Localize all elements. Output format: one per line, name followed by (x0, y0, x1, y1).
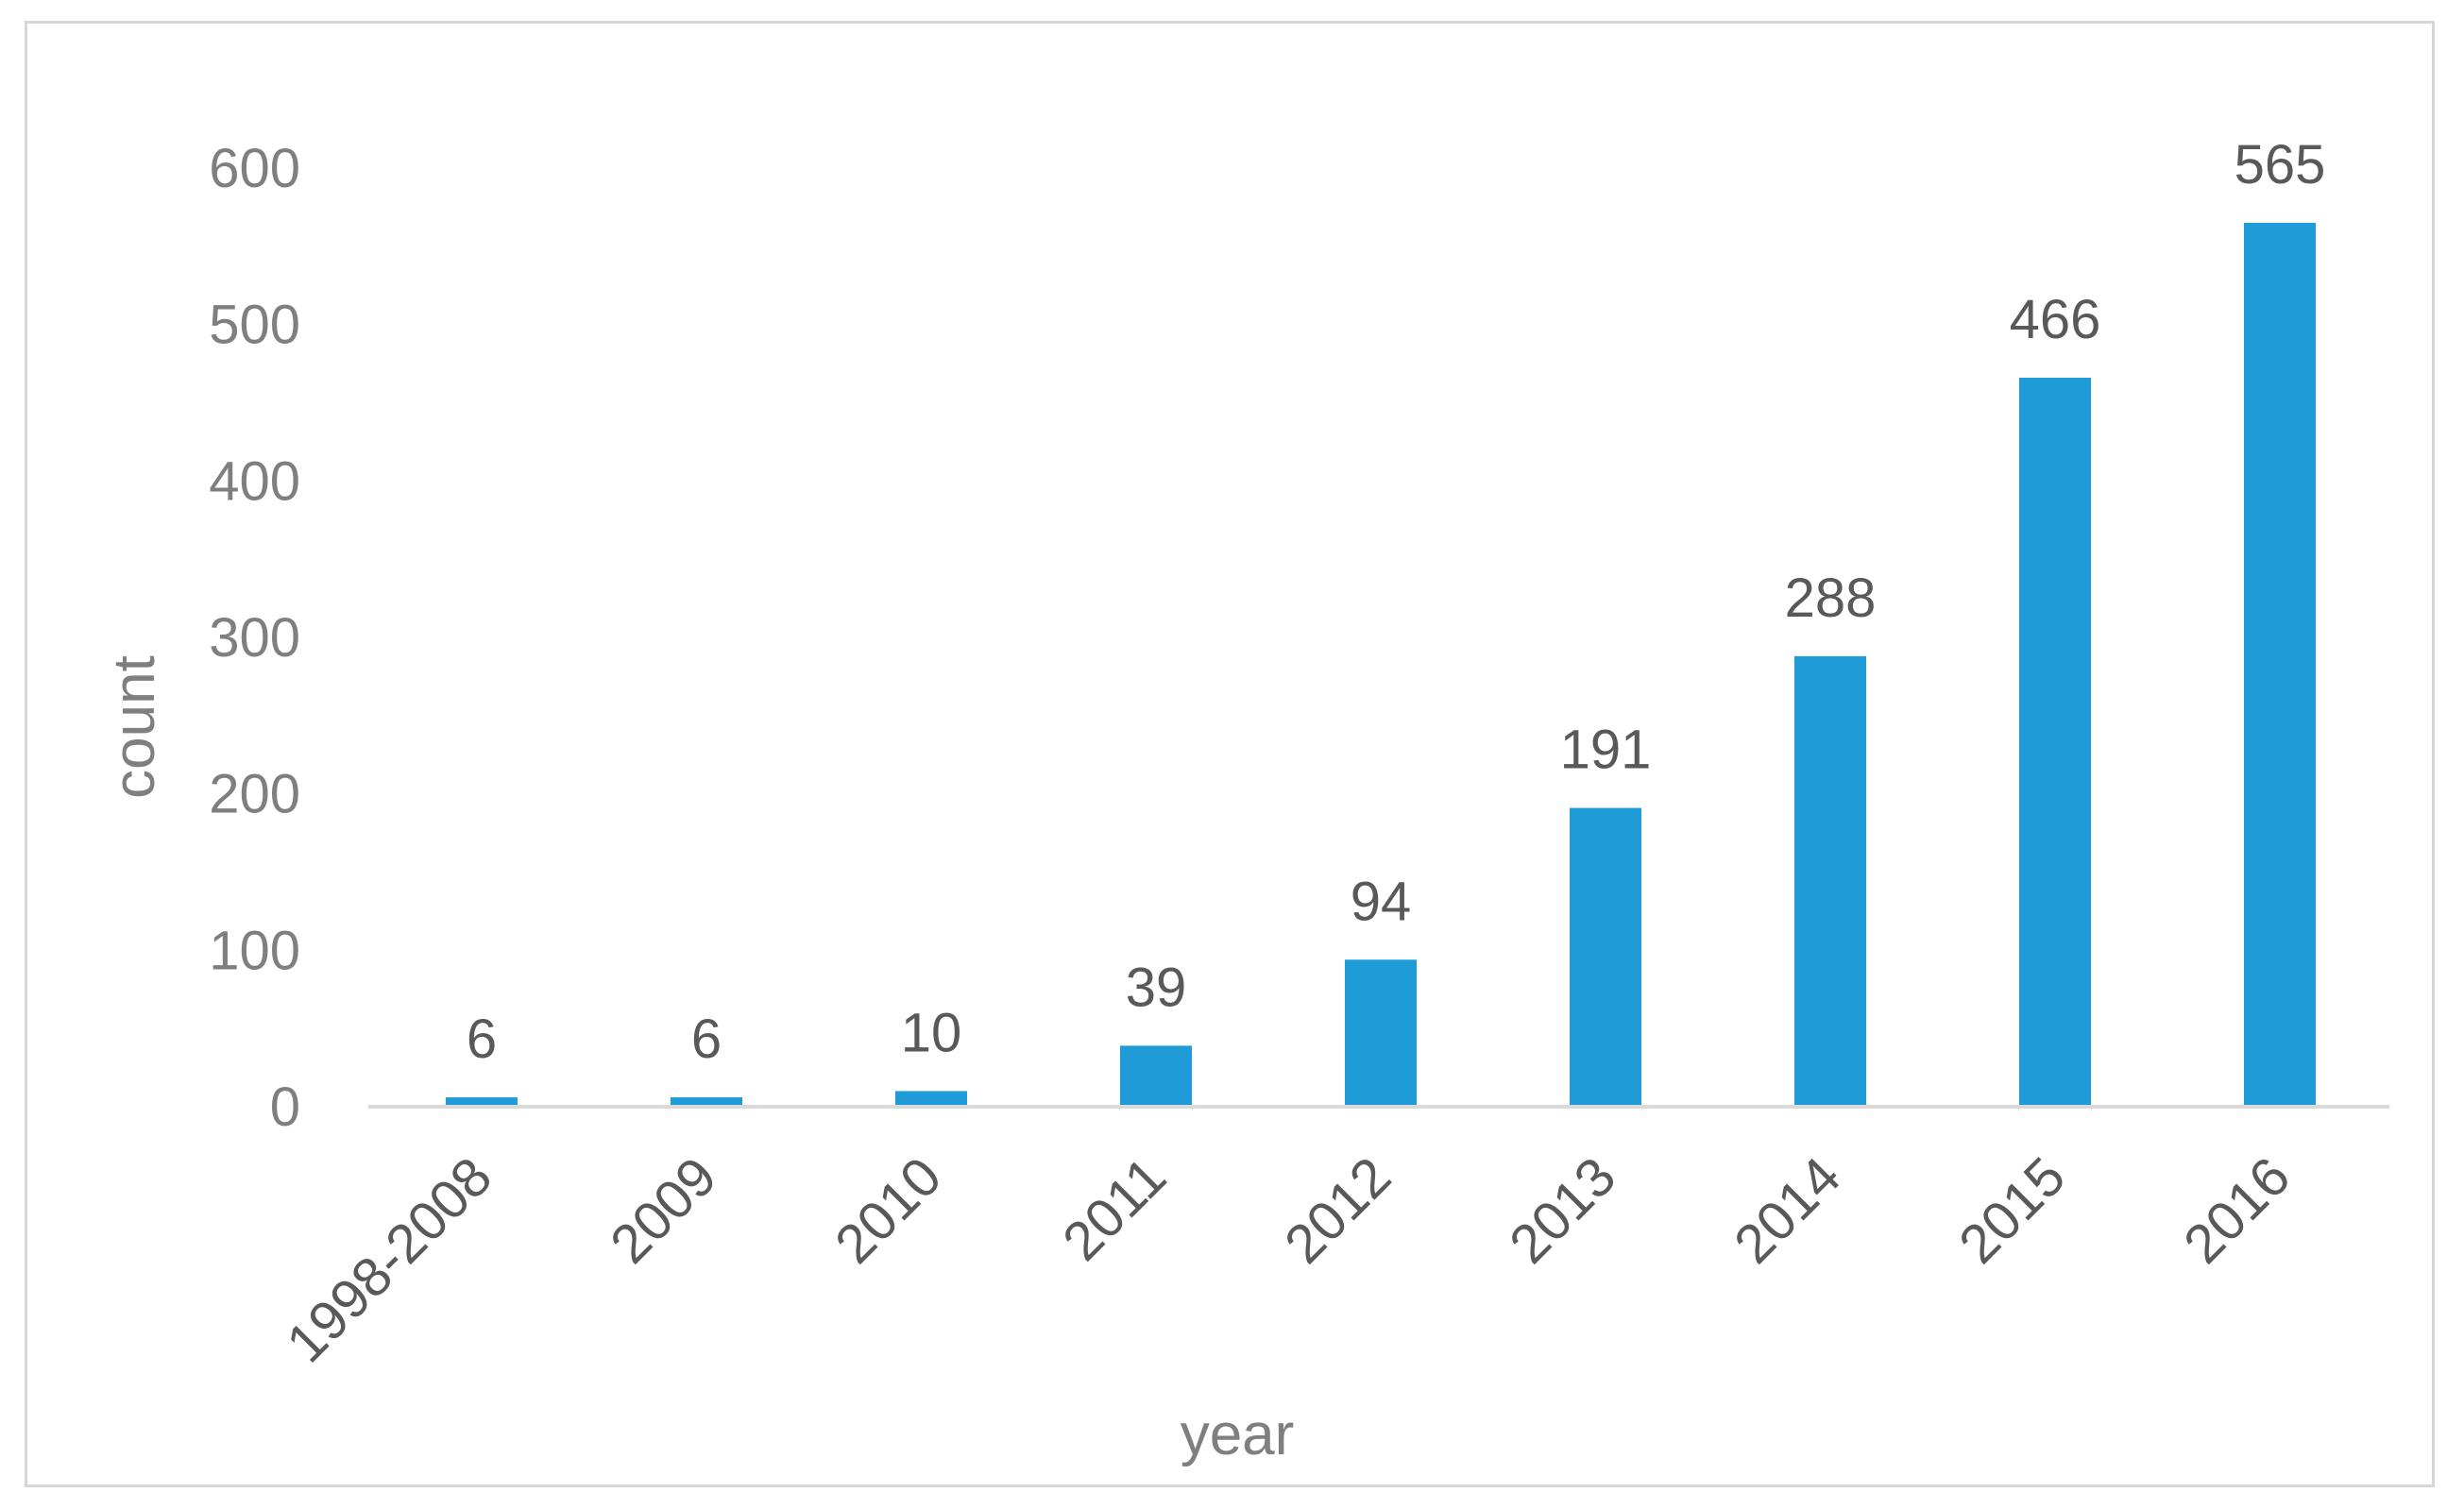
x-tick-label: 2014 (1723, 1145, 1852, 1275)
y-tick-label: 300 (209, 607, 300, 669)
data-label: 565 (2235, 134, 2326, 195)
y-tick-label: 500 (209, 295, 300, 356)
x-axis-ticks: 1998-2008 2009 2010 2011 2012 2013 2014 2015 201… (275, 1145, 2302, 1374)
data-label: 6 (467, 1009, 497, 1070)
x-tick-label: 2011 (1051, 1145, 1178, 1272)
data-labels: 6 6 10 39 94 191 288 466 565 (467, 134, 2326, 1070)
bar (1345, 959, 1417, 1107)
data-label: 288 (1785, 568, 1877, 629)
bar (1120, 1045, 1192, 1107)
x-axis-title: year (1181, 1402, 1295, 1467)
x-tick-label: 2015 (1947, 1145, 2077, 1275)
y-tick-label: 200 (209, 764, 300, 825)
data-label: 94 (1351, 871, 1412, 932)
y-tick-label: 600 (209, 138, 300, 199)
bar (1794, 655, 1866, 1107)
y-axis-title: count (102, 655, 167, 799)
x-tick-label: 2012 (1273, 1145, 1402, 1275)
y-tick-label: 400 (209, 450, 300, 512)
data-label: 466 (2010, 289, 2101, 350)
x-tick-label: 1998-2008 (275, 1145, 503, 1374)
data-label: 6 (691, 1009, 722, 1070)
x-tick-label: 2010 (824, 1145, 953, 1275)
x-tick-label: 2009 (599, 1145, 728, 1275)
bar (895, 1091, 967, 1107)
y-tick-label: 100 (209, 920, 300, 981)
data-label: 39 (1126, 957, 1187, 1018)
bar (1570, 807, 1641, 1107)
x-tick-label: 2013 (1498, 1145, 1627, 1275)
data-label: 191 (1560, 720, 1652, 781)
bar (446, 1097, 518, 1107)
bars (446, 222, 2316, 1107)
data-label: 10 (901, 1002, 962, 1063)
y-tick-label: 0 (270, 1077, 300, 1138)
bar (2244, 222, 2316, 1107)
bar (671, 1097, 742, 1107)
y-axis-ticks: 0 100 200 300 400 500 600 (209, 138, 300, 1138)
bar (2019, 377, 2091, 1107)
x-tick-label: 2016 (2172, 1145, 2302, 1275)
